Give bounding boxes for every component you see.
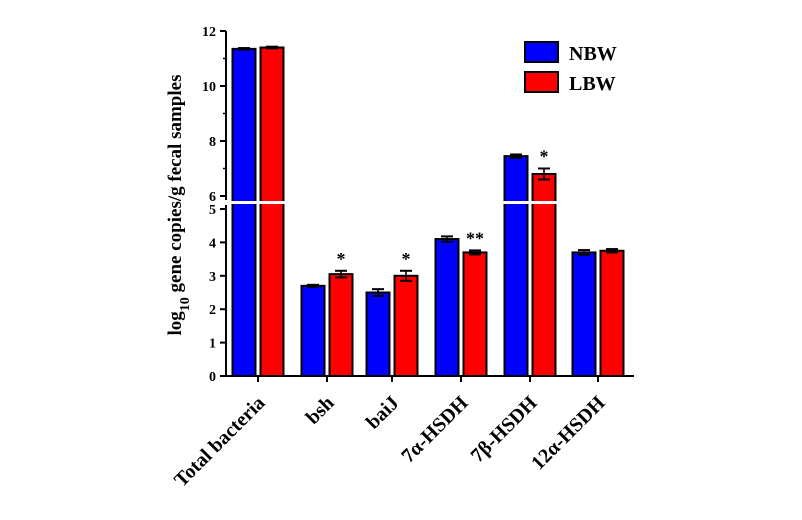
legend-label-lbw: LBW <box>569 73 616 95</box>
significance-marker-4: * <box>540 147 549 167</box>
legend: NBW LBW <box>524 41 617 95</box>
bar-nbw-2 <box>365 291 391 377</box>
category-label-3: 7α-HSDH <box>397 392 473 468</box>
bar-lbw-1 <box>328 273 354 378</box>
legend-swatch-lbw <box>524 71 559 93</box>
y-tick-label-upper-10: 10 <box>202 80 216 95</box>
bar-lbw-2 <box>393 274 419 377</box>
bar-nbw-5 <box>571 251 597 377</box>
y-tick-label-lower-0: 0 <box>209 370 216 385</box>
significance-marker-2: * <box>402 249 411 269</box>
axis-break-gap <box>216 201 636 204</box>
legend-label-nbw: NBW <box>569 43 617 65</box>
category-label-5: 12α-HSDH <box>527 392 610 475</box>
bar-nbw-3 <box>434 238 460 377</box>
category-label-2: baiJ <box>362 392 403 433</box>
y-axis-label-subscript: 10 <box>178 297 193 311</box>
category-label-0: Total bacteria <box>170 392 269 491</box>
significance-marker-1: * <box>337 249 346 269</box>
bar-nbw-4 <box>503 155 529 377</box>
y-tick-label-lower-1: 1 <box>209 337 216 352</box>
legend-swatch-nbw <box>524 41 559 63</box>
significance-layer: * **** <box>337 147 549 269</box>
y-tick-label-upper-6: 6 <box>209 190 216 205</box>
y-tick-label-lower-2: 2 <box>209 303 216 318</box>
y-tick-label-lower-4: 4 <box>209 236 216 251</box>
y-axis-label-rest: gene copies/g fecal samples <box>165 75 186 298</box>
y-tick-label-upper-12: 12 <box>202 25 216 40</box>
y-axis-label: log10 gene copies/g fecal samples <box>165 75 193 336</box>
category-label-1: bsh <box>302 392 339 429</box>
significance-marker-3: ** <box>466 228 484 248</box>
y-tick-label-upper-8: 8 <box>209 135 216 150</box>
category-labels: Total bacteria bsh baiJ7α-HSDH7β-HSDH12α-H… <box>170 392 610 492</box>
y-axis-label-main: log <box>165 311 186 336</box>
bar-nbw-1 <box>300 284 326 378</box>
error-bars-layer <box>238 45 618 297</box>
bar-lbw-0 <box>259 46 285 377</box>
bar-lbw-4 <box>531 173 557 377</box>
bar-lbw-3 <box>462 251 488 377</box>
y-tick-label-lower-5: 5 <box>209 203 216 218</box>
bar-nbw-0 <box>231 47 257 377</box>
bar-lbw-5 <box>599 249 625 377</box>
bars-layer <box>231 46 625 378</box>
y-tick-label-lower-3: 3 <box>209 270 216 285</box>
